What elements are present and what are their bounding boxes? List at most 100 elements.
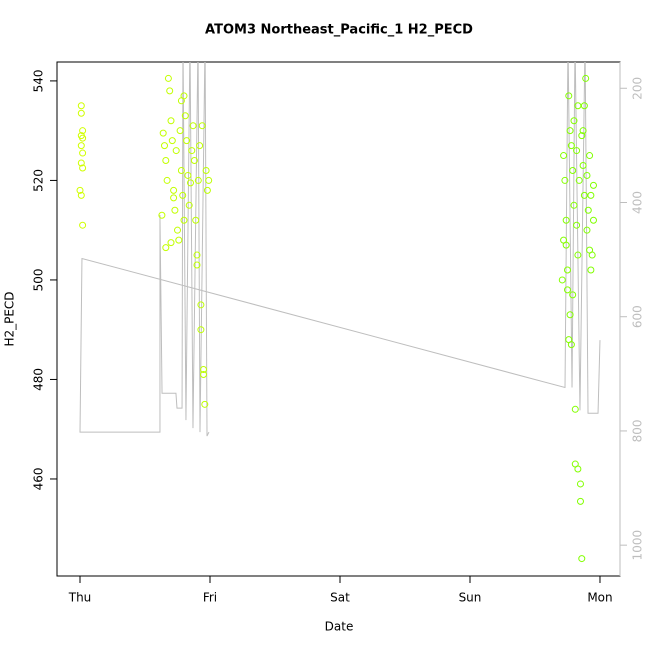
data-point [187,179,195,187]
data-point [202,166,210,174]
data-point [194,176,202,184]
data-point [79,221,87,229]
x-axis-label: Date [325,620,354,634]
data-point [174,226,182,234]
data-point [164,74,172,82]
data-point [558,276,566,284]
data-point [589,216,597,224]
chart-title: ATOM3 Northeast_Pacific_1 H2_PECD [205,23,473,38]
data-point [77,159,85,167]
data-point [170,186,178,194]
y-tick-label: 500 [32,268,46,291]
data-point [188,147,196,155]
data-point [197,326,205,334]
data-point [579,161,587,169]
data-point [582,74,590,82]
data-point [575,176,583,184]
data-point [198,122,206,130]
data-point [569,166,577,174]
x-tick-label: Sat [330,591,350,605]
data-point [166,87,174,95]
data-point [170,194,178,202]
x-tick-label: Mon [587,591,612,605]
y-tick-label: 480 [32,368,46,391]
data-point [184,171,192,179]
data-point [167,239,175,247]
data-point [192,216,200,224]
data-point [574,102,582,110]
data-point [566,127,574,135]
data-point [569,291,577,299]
data-point [179,191,187,199]
y2-tick-label: 400 [631,191,645,214]
data-point [183,137,191,145]
data-point [77,102,85,110]
data-point [560,152,568,160]
data-point [193,251,201,259]
data-point [561,176,569,184]
data-point [190,157,198,165]
data-point [579,127,587,135]
data-point [167,117,175,125]
data-point [176,127,184,135]
data-point [79,134,87,142]
data-point [196,142,204,150]
data-point [578,132,586,140]
data-point [197,301,205,309]
y-tick-label: 520 [32,169,46,192]
x-tick-label: Fri [203,591,217,605]
data-point [200,366,208,374]
data-point [562,216,570,224]
y2-tick-label: 600 [631,305,645,328]
data-point [171,206,179,214]
y2-tick-label: 200 [631,77,645,100]
data-point [161,142,169,150]
data-point [79,149,87,157]
data-point [185,201,193,209]
data-point [177,166,185,174]
data-point [571,405,579,413]
data-point [175,236,183,244]
data-point [583,226,591,234]
data-point [565,336,573,344]
y-tick-label: 460 [32,468,46,491]
data-point [566,311,574,319]
data-point [574,251,582,259]
data-point [567,142,575,150]
data-point [565,92,573,100]
data-point [563,286,571,294]
data-point [586,152,594,160]
data-point [570,117,578,125]
plot-frame [56,61,621,577]
data-point [587,191,595,199]
data-point [587,266,595,274]
data-point [205,176,213,184]
data-point [180,216,188,224]
data-point [172,147,180,155]
data-point [201,400,209,408]
data-point [79,127,87,135]
data-point [583,171,591,179]
data-point [180,92,188,100]
data-point [163,176,171,184]
data-point [189,122,197,130]
y2-tick-label: 1000 [631,530,645,561]
data-point [200,370,208,378]
data-point [79,164,87,172]
data-point [181,112,189,120]
x-tick-label: Thu [68,591,92,605]
data-point [578,555,586,563]
data-point [159,129,167,137]
data-point [168,137,176,145]
plot-area [76,62,601,563]
data-point [77,109,85,117]
pressure-line [79,62,601,437]
x-tick-label: Sun [459,591,482,605]
data-point [162,244,170,252]
data-point [584,206,592,214]
data-point [576,497,584,505]
data-point [574,465,582,473]
data-point [563,266,571,274]
data-point [573,147,581,155]
